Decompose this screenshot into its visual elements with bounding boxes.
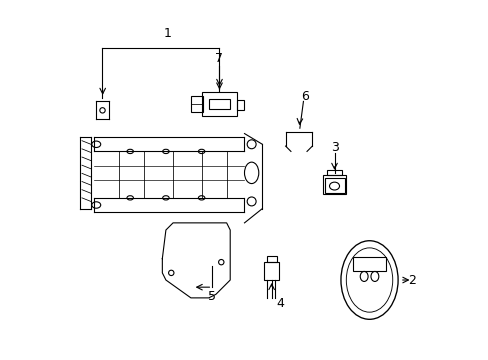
Bar: [190, 96, 203, 112]
Bar: [326, 170, 341, 175]
Bar: [353, 257, 385, 271]
Text: 1: 1: [163, 27, 171, 40]
Text: 7: 7: [215, 52, 223, 65]
Text: 4: 4: [276, 297, 284, 310]
Bar: [323, 175, 346, 194]
Bar: [208, 99, 230, 109]
Bar: [324, 178, 344, 193]
Text: 2: 2: [407, 274, 415, 287]
Text: 3: 3: [330, 141, 338, 154]
Bar: [266, 256, 276, 262]
Text: 5: 5: [208, 289, 216, 303]
Bar: [237, 100, 244, 111]
Bar: [201, 93, 237, 116]
Bar: [264, 262, 279, 280]
Text: 6: 6: [301, 90, 308, 103]
